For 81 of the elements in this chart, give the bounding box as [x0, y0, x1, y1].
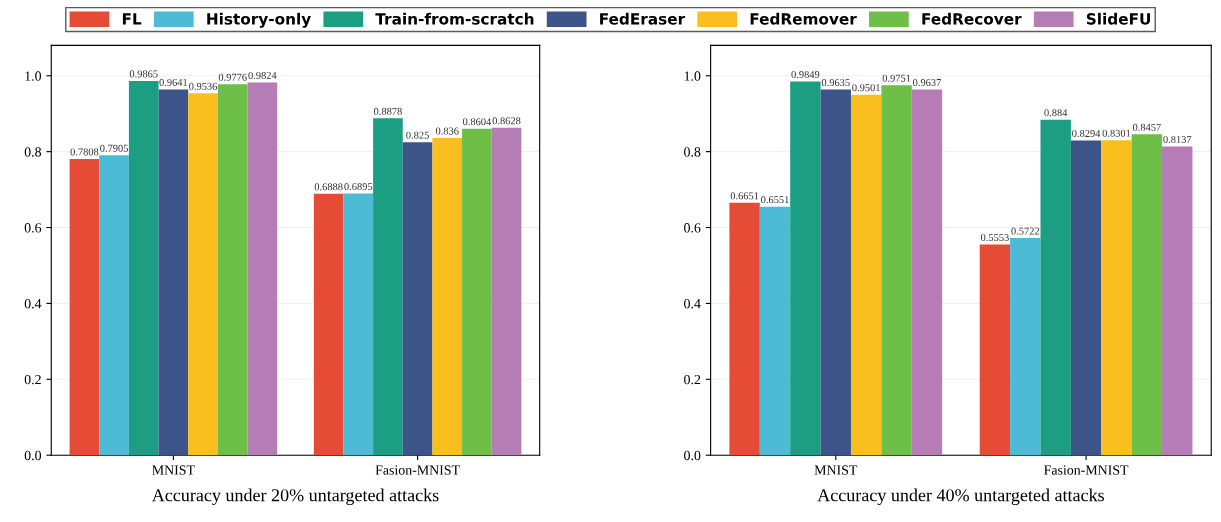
bar [979, 244, 1011, 456]
data-label: 0.6651 [730, 192, 759, 200]
bar [759, 206, 791, 456]
bar [462, 128, 492, 456]
bar [1162, 146, 1193, 456]
legend-label: FL [122, 13, 142, 25]
bar [373, 118, 403, 456]
legend-label: History-only [207, 12, 311, 28]
x-tick-label: MNIST [814, 465, 858, 475]
bar [850, 94, 882, 456]
data-label: 0.9849 [791, 70, 820, 79]
bar [729, 202, 760, 456]
data-label: 0.9536 [189, 82, 218, 90]
bar [158, 89, 189, 456]
y-tick-label: 1.0 [25, 71, 42, 81]
data-label: 0.825 [406, 131, 429, 139]
data-label: 0.5722 [1011, 227, 1040, 235]
data-label: 0.8301 [1102, 129, 1131, 137]
bar [69, 158, 100, 456]
y-tick-label: 0.4 [24, 299, 42, 309]
data-label: 0.8137 [1163, 135, 1192, 143]
data-label: 0.9635 [821, 79, 850, 87]
bar [911, 89, 943, 456]
bar [343, 193, 374, 456]
data-label: 0.9641 [159, 78, 188, 86]
bar [99, 155, 129, 456]
data-label: 0.6895 [344, 183, 373, 191]
bar [402, 142, 433, 456]
bar [313, 193, 344, 456]
bar [432, 137, 463, 456]
legend-label: Train-from-scratch [375, 12, 534, 25]
data-label: 0.8878 [374, 107, 402, 115]
y-tick-label: 0.2 [24, 374, 41, 385]
bar [1131, 134, 1163, 456]
data-label: 0.5553 [980, 233, 1009, 242]
bar [1010, 238, 1041, 456]
data-label: 0.8294 [1072, 129, 1101, 138]
bar [820, 89, 851, 456]
y-tick-label: 0.0 [684, 450, 701, 461]
x-tick-label: Fasion-MNIST [1044, 465, 1129, 475]
data-label: 0.9637 [913, 79, 941, 87]
data-label: 0.6888 [314, 183, 343, 191]
y-tick-label: 0.6 [24, 223, 42, 233]
x-tick-label: Fasion-MNIST [375, 465, 460, 475]
bar [1070, 140, 1102, 456]
data-label: 0.9751 [882, 74, 911, 82]
data-label: 0.884 [1044, 109, 1068, 117]
x-tick-label: MNIST [152, 465, 195, 475]
x-axis-title: Accuracy under 40% untargeted attacks [817, 488, 1104, 506]
bar [1101, 140, 1132, 456]
data-label: 0.7905 [100, 144, 128, 152]
data-label: 0.8628 [492, 117, 521, 125]
data-label: 0.836 [435, 127, 459, 135]
data-label: 0.6551 [761, 196, 789, 204]
bar [790, 81, 821, 456]
bar [128, 80, 159, 456]
data-label: 0.8457 [1132, 123, 1161, 131]
bar [491, 127, 522, 456]
bar [217, 84, 248, 456]
data-label: 0.8604 [462, 118, 492, 126]
data-label: 0.9865 [129, 70, 158, 78]
y-tick-label: 0.0 [24, 450, 42, 461]
legend-label: FedRemover [750, 12, 857, 25]
x-axis-title: Accuracy under 20% untargeted attacks [151, 488, 439, 506]
y-tick-label: 0.8 [684, 147, 701, 157]
legend-label: FedRecover [922, 12, 1022, 25]
bar [1040, 119, 1071, 456]
bar [188, 93, 218, 456]
y-tick-label: 0.4 [684, 299, 701, 309]
y-tick-label: 0.6 [684, 223, 701, 233]
y-tick-label: 0.8 [24, 147, 42, 157]
legend-label: FedEraser [600, 12, 686, 25]
data-label: 0.9824 [248, 71, 277, 79]
y-tick-label: 1.0 [684, 71, 701, 81]
data-label: 0.9501 [852, 84, 880, 92]
legend-label: SlideFU [1086, 12, 1151, 25]
bar [881, 85, 912, 456]
data-label: 0.7808 [70, 148, 99, 156]
y-tick-label: 0.2 [684, 374, 701, 385]
data-label: 0.9776 [218, 73, 247, 81]
bar [247, 82, 278, 456]
